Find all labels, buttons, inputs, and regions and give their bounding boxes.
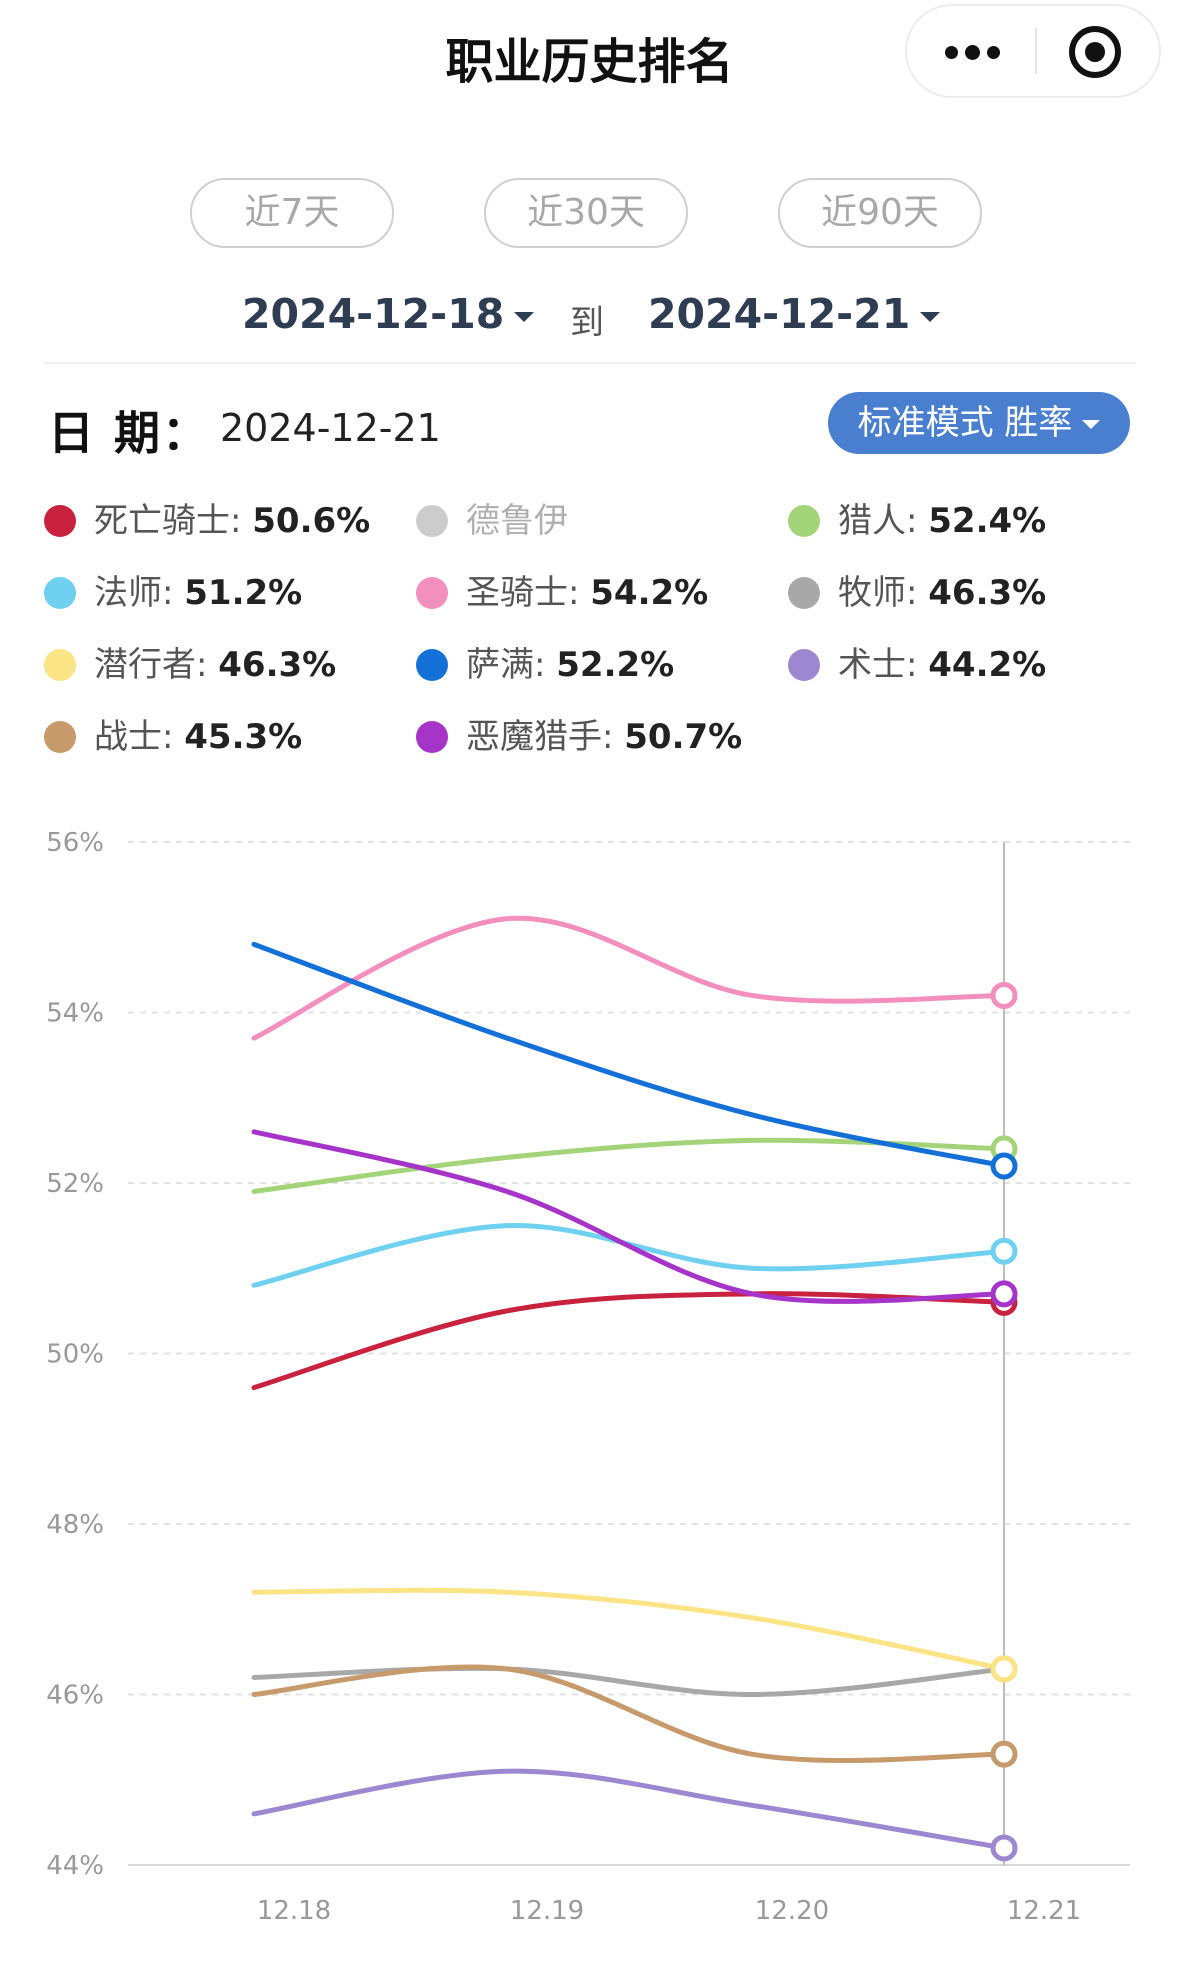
series-line — [251, 1664, 1007, 1763]
legend-text: 法师: 51.2% — [94, 568, 302, 618]
series-line — [251, 941, 1007, 1169]
x-tick-label: 12.18 — [257, 1896, 331, 1926]
start-date-picker[interactable]: 2024-12-18 — [242, 290, 535, 338]
y-tick-label: 48% — [46, 1510, 104, 1540]
legend-text: 潜行者: 46.3% — [94, 640, 336, 690]
legend-name: 死亡骑士: — [94, 501, 253, 541]
mode-selector-button[interactable]: 标准模式 胜率 — [828, 392, 1130, 454]
legend-name: 恶魔猎手: — [466, 717, 625, 757]
legend-color-dot — [788, 577, 820, 609]
series-point[interactable] — [990, 1152, 1018, 1180]
legend-color-dot — [44, 577, 76, 609]
chevron-down-icon — [514, 312, 535, 322]
legend-color-dot — [788, 505, 820, 537]
date-label: 日 期： — [48, 406, 211, 460]
legend-color-dot — [44, 505, 76, 537]
series-point[interactable] — [990, 1834, 1018, 1862]
nav-bar: 职业历史排名 — [0, 0, 1179, 110]
mode-label: 标准模式 胜率 — [857, 403, 1073, 443]
series-line — [251, 1291, 1007, 1391]
legend-value: 54.2% — [590, 573, 709, 613]
range-30-days-button[interactable]: 近30天 — [484, 178, 688, 248]
capsule-divider — [1035, 28, 1037, 74]
x-tick-label: 12.20 — [755, 1896, 829, 1926]
legend-color-dot — [788, 649, 820, 681]
legend-value: 50.7% — [624, 717, 743, 757]
series-point[interactable] — [990, 1655, 1018, 1683]
legend-name: 牧师: — [838, 573, 929, 613]
legend-value: 46.3% — [928, 573, 1047, 613]
series-line — [251, 1768, 1007, 1851]
win-rate-line-chart: 56% 54% 52% 50% 48% 46% 44% 12.18 12.19 12.20 12.2… — [46, 828, 1130, 1926]
series-point[interactable] — [990, 1280, 1018, 1308]
series-line — [251, 1665, 1007, 1698]
x-tick-label: 12.19 — [510, 1896, 584, 1926]
series-point[interactable] — [990, 1237, 1018, 1265]
legend-value: 50.6% — [252, 501, 371, 541]
series-line — [251, 1137, 1007, 1195]
divider — [44, 362, 1136, 364]
series-line — [251, 1587, 1007, 1672]
date-range-separator: 到 — [570, 303, 604, 343]
series-line — [251, 1129, 1007, 1304]
legend-text: 死亡骑士: 50.6% — [94, 496, 370, 546]
chevron-down-icon — [1082, 420, 1101, 429]
legend-name: 猎人: — [838, 501, 929, 541]
series-point[interactable] — [990, 981, 1018, 1009]
series-point[interactable] — [990, 1740, 1018, 1768]
chevron-down-icon — [920, 312, 941, 322]
legend-text: 圣骑士: 54.2% — [466, 568, 708, 618]
legend-color-dot — [44, 649, 76, 681]
range-7-days-button[interactable]: 近7天 — [190, 178, 394, 248]
legend-color-dot — [44, 721, 76, 753]
y-tick-label: 52% — [46, 1169, 104, 1199]
legend-text: 猎人: 52.4% — [838, 496, 1046, 546]
start-date-value: 2024-12-18 — [242, 290, 505, 338]
legend-name: 术士: — [838, 645, 929, 685]
legend-name: 萨满: — [466, 645, 557, 685]
y-tick-label: 50% — [46, 1340, 104, 1370]
legend-text: 术士: 44.2% — [838, 640, 1046, 690]
more-icon[interactable] — [907, 6, 1035, 96]
current-date: 2024-12-21 — [220, 406, 441, 450]
legend-value: 45.3% — [184, 717, 303, 757]
legend-value: 52.2% — [556, 645, 675, 685]
legend-color-dot — [416, 721, 448, 753]
legend-name: 潜行者: — [94, 645, 219, 685]
end-date-picker[interactable]: 2024-12-21 — [648, 290, 941, 338]
series-line — [251, 1223, 1007, 1288]
legend-color-dot — [416, 505, 448, 537]
legend-name: 法师: — [94, 573, 185, 613]
page-title: 职业历史排名 — [445, 34, 734, 90]
legend-value: 44.2% — [928, 645, 1047, 685]
legend-text: 萨满: 52.2% — [466, 640, 674, 690]
legend-text: 牧师: 46.3% — [838, 568, 1046, 618]
legend-value: 52.4% — [928, 501, 1047, 541]
legend-text: 德鲁伊 — [466, 496, 568, 546]
range-90-days-button[interactable]: 近90天 — [778, 178, 982, 248]
series-line — [251, 915, 1007, 1041]
legend-name: 战士: — [94, 717, 185, 757]
legend-text: 恶魔猎手: 50.7% — [466, 712, 742, 762]
mini-program-capsule — [905, 4, 1161, 98]
legend-color-dot — [416, 649, 448, 681]
legend-value: 51.2% — [184, 573, 303, 613]
y-tick-label: 46% — [46, 1681, 104, 1711]
legend-value: 46.3% — [218, 645, 337, 685]
y-tick-label: 54% — [46, 999, 104, 1029]
y-tick-label: 56% — [46, 828, 104, 858]
end-date-value: 2024-12-21 — [648, 290, 911, 338]
legend-name: 德鲁伊 — [466, 501, 568, 541]
y-tick-label: 44% — [46, 1851, 104, 1881]
legend-text: 战士: 45.3% — [94, 712, 302, 762]
legend-color-dot — [416, 577, 448, 609]
x-tick-label: 12.21 — [1007, 1896, 1081, 1926]
close-target-icon[interactable] — [1069, 26, 1121, 78]
legend-name: 圣骑士: — [466, 573, 591, 613]
